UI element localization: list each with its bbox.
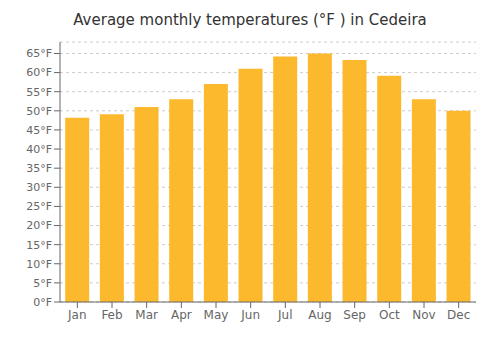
svg-text:Jul: Jul: [277, 308, 292, 322]
svg-text:60°F: 60°F: [26, 66, 52, 79]
svg-text:5°F: 5°F: [33, 277, 52, 290]
html-text:Average monthly temperatures (: Average monthly temperatures (°F ) in Ce…: [73, 11, 427, 29]
svg-text:55°F: 55°F: [26, 86, 52, 99]
svg-text:0°F: 0°F: [33, 296, 52, 309]
svg-text:Mar: Mar: [135, 308, 158, 322]
svg-text:May: May: [204, 308, 229, 322]
svg-text:40°F: 40°F: [26, 143, 52, 156]
svg-text:Jan: Jan: [67, 308, 87, 322]
svg-text:Feb: Feb: [101, 308, 122, 322]
svg-text:30°F: 30°F: [26, 181, 52, 194]
svg-text:Apr: Apr: [171, 308, 192, 322]
svg-text:65°F: 65°F: [26, 47, 52, 60]
svg-text:10°F: 10°F: [26, 258, 52, 271]
svg-text:Oct: Oct: [379, 308, 400, 322]
svg-text:15°F: 15°F: [26, 239, 52, 252]
svg-text:Aug: Aug: [308, 308, 331, 322]
svg-text:Nov: Nov: [412, 308, 435, 322]
svg-text:25°F: 25°F: [26, 200, 52, 213]
svg-text:Dec: Dec: [447, 308, 470, 322]
svg-text:50°F: 50°F: [26, 105, 52, 118]
svg-text:Jun: Jun: [240, 308, 260, 322]
svg-text:Sep: Sep: [343, 308, 366, 322]
svg-text:45°F: 45°F: [26, 124, 52, 137]
svg-text:20°F: 20°F: [26, 219, 52, 232]
svg-text:35°F: 35°F: [26, 162, 52, 175]
